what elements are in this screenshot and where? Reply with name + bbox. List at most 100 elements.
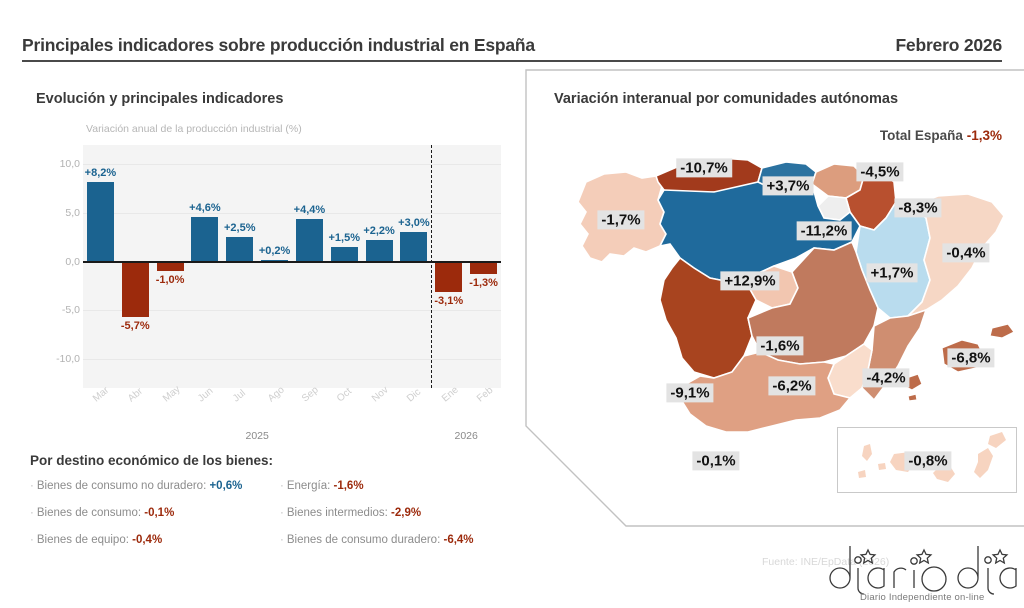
map-label-asturias: -10,7% bbox=[676, 158, 732, 178]
chart-forecast-divider bbox=[431, 145, 433, 388]
economic-destination-section: Por destino económico de los bienes: · Bi… bbox=[30, 453, 530, 561]
y-axis-tick: 5,0 bbox=[65, 207, 80, 220]
map-label-aragon: +1,7% bbox=[866, 263, 918, 283]
destination-label: Bienes de consumo: bbox=[36, 507, 145, 519]
map-label-pais-vasco: -4,5% bbox=[856, 162, 904, 182]
map-label-cataluna: -0,4% bbox=[942, 243, 990, 263]
destination-label: Energía: bbox=[286, 480, 334, 492]
chart-bar-value: +8,2% bbox=[84, 166, 117, 179]
destination-label: Bienes intermedios: bbox=[286, 507, 392, 519]
chart-bar[interactable] bbox=[470, 261, 498, 275]
map-label-canarias: -0,8% bbox=[904, 451, 952, 471]
x-axis-tick: Abr bbox=[126, 385, 146, 405]
destination-value: -0,1% bbox=[144, 507, 175, 519]
x-axis-tick: Jul bbox=[230, 387, 248, 405]
map-section-title: Variación interanual por comunidades aut… bbox=[554, 91, 899, 107]
region-baleares-formentera[interactable] bbox=[907, 393, 918, 402]
chart-bar[interactable] bbox=[295, 218, 323, 262]
map-label-madrid: -1,6% bbox=[756, 336, 804, 356]
map-label-castilla-la-mancha: -6,2% bbox=[768, 376, 816, 396]
gridline bbox=[83, 310, 501, 312]
map-label-baleares: -6,8% bbox=[947, 348, 995, 368]
chart-bar[interactable] bbox=[435, 261, 463, 292]
chart-bar[interactable] bbox=[330, 247, 358, 262]
page-date: Febrero 2026 bbox=[895, 35, 1002, 55]
source-note: Fuente: INE/EpData (2026) bbox=[762, 556, 890, 568]
bullet-icon: · bbox=[30, 480, 34, 492]
map-label-castilla-y-leon: +12,9% bbox=[720, 271, 780, 291]
x-axis-tick: Jun bbox=[195, 385, 216, 405]
total-spain-label: Total España bbox=[879, 128, 963, 143]
destination-value: -6,4% bbox=[443, 534, 474, 546]
island-lanzarote bbox=[988, 432, 1006, 448]
destination-label: Bienes de consumo duradero: bbox=[286, 534, 444, 546]
map-label-navarra: -8,3% bbox=[894, 198, 942, 218]
left-panel: Evolución y principales indicadores Vari… bbox=[0, 68, 524, 568]
chart-zero-axis bbox=[83, 260, 501, 263]
chart-subtitle: Variación anual de la producción industr… bbox=[86, 123, 302, 135]
region-baleares-menorca[interactable] bbox=[989, 323, 1015, 339]
chart-bar-value: +2,2% bbox=[363, 225, 395, 238]
map-label-galicia: -1,7% bbox=[597, 210, 645, 230]
destination-item: · Energía: -1,6% bbox=[280, 480, 530, 492]
destination-item: · Bienes de consumo duradero: -6,4% bbox=[280, 534, 530, 546]
chart-bar[interactable] bbox=[156, 261, 184, 272]
island-fuerteventura bbox=[974, 448, 993, 478]
chart-bar-value: -5,7% bbox=[120, 320, 150, 333]
destination-label: Bienes de equipo: bbox=[36, 534, 133, 546]
chart-year-label: 2025 bbox=[245, 430, 269, 442]
chart-bar-value: +3,0% bbox=[398, 217, 430, 230]
map-label-la-rioja: -11,2% bbox=[796, 221, 852, 241]
chart-bar[interactable] bbox=[400, 232, 428, 262]
spain-map: -1,7% -10,7% +3,7% -4,5% -8,3% -11,2% +1… bbox=[524, 68, 1024, 536]
bullet-icon: · bbox=[280, 534, 284, 546]
y-axis-tick: 10,0 bbox=[59, 158, 80, 171]
x-axis-tick: Oct bbox=[335, 385, 355, 405]
gridline bbox=[83, 213, 501, 215]
evolution-section-title: Evolución y principales indicadores bbox=[36, 91, 284, 107]
destination-value: -0,4% bbox=[132, 534, 163, 546]
destination-label: Bienes de consumo no duradero: bbox=[36, 480, 210, 492]
canary-islands-inset: -0,8% bbox=[837, 427, 1017, 493]
y-axis-tick: -5,0 bbox=[61, 304, 80, 317]
chart-bar[interactable] bbox=[191, 216, 219, 262]
chart-bar-value: +4,6% bbox=[189, 201, 221, 214]
chart-bar-value: -1,3% bbox=[469, 277, 498, 290]
right-panel: Variación interanual por comunidades aut… bbox=[524, 68, 1024, 536]
island-el-hierro bbox=[878, 463, 886, 470]
chart-bar-value: -3,1% bbox=[434, 294, 464, 307]
chart-bar[interactable] bbox=[121, 261, 149, 318]
chart-bar-value: +1,5% bbox=[328, 232, 361, 245]
chart-bar[interactable] bbox=[86, 181, 114, 262]
economic-destination-title: Por destino económico de los bienes: bbox=[30, 453, 274, 468]
page-title: Principales indicadores sobre producción… bbox=[22, 35, 535, 55]
destination-list-right: · Energía: -1,6% · Bienes intermedios: -2,9… bbox=[280, 480, 530, 561]
bar-chart: Variación anual de la producción industr… bbox=[36, 123, 506, 442]
gridline bbox=[83, 164, 501, 166]
bullet-icon: · bbox=[30, 507, 34, 519]
page-header: Principales indicadores sobre producción… bbox=[22, 22, 1002, 62]
bullet-icon: · bbox=[280, 480, 284, 492]
watermark-tagline: Diario Independiente on-line bbox=[860, 592, 985, 603]
chart-bar-value: +2,5% bbox=[224, 222, 256, 235]
chart-bar[interactable] bbox=[226, 237, 254, 262]
gridline bbox=[83, 358, 501, 360]
map-label-extremadura: -9,1% bbox=[666, 383, 714, 403]
chart-bar-value: +0,2% bbox=[258, 244, 291, 257]
y-axis-tick: 0,0 bbox=[65, 255, 80, 268]
destination-item: · Bienes de consumo no duradero: +0,6% bbox=[30, 480, 280, 492]
map-label-cantabria: +3,7% bbox=[762, 176, 814, 196]
chart-bar-value: +4,4% bbox=[293, 203, 326, 216]
total-spain-indicator: Total España -1,3% bbox=[880, 128, 1002, 143]
y-axis-tick: -10,0 bbox=[56, 352, 80, 365]
destination-item: · Bienes de equipo: -0,4% bbox=[30, 534, 280, 546]
total-spain-value: -1,3% bbox=[966, 128, 1002, 143]
map-label-andalucia: -0,1% bbox=[692, 451, 740, 471]
region-andalucia[interactable] bbox=[679, 351, 852, 433]
island-la-palma bbox=[862, 444, 872, 461]
spain-map-svg bbox=[577, 157, 1015, 433]
chart-bar-value: -1,0% bbox=[155, 274, 185, 287]
chart-year-label: 2026 bbox=[454, 430, 478, 442]
chart-bar[interactable] bbox=[365, 240, 393, 262]
destination-value: +0,6% bbox=[209, 480, 243, 492]
